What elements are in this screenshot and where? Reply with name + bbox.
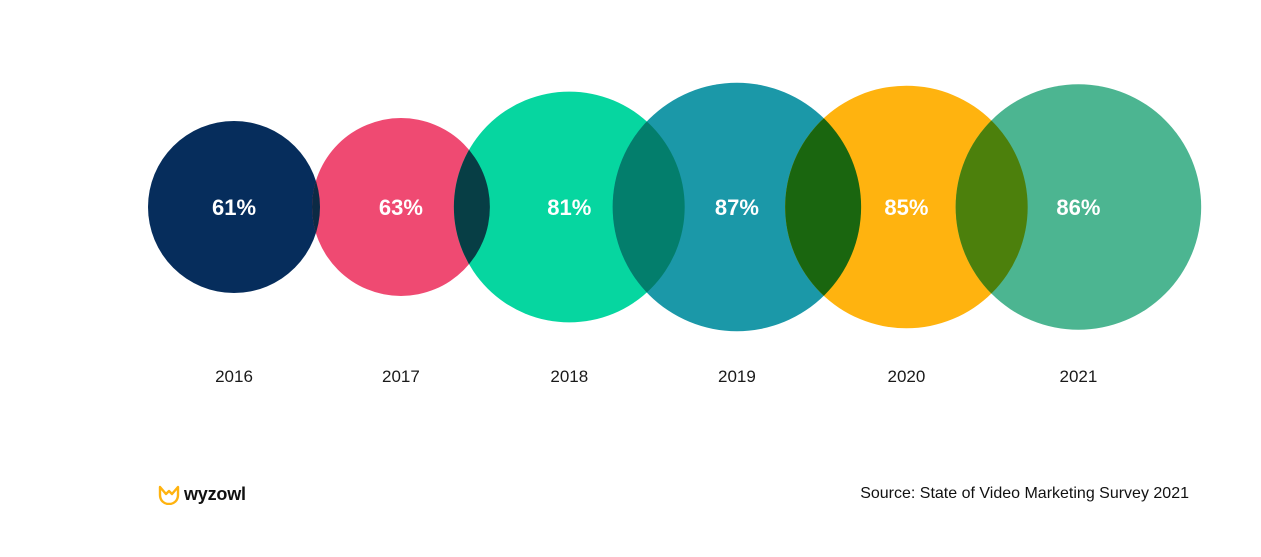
value-label-2017: 63%: [379, 195, 423, 220]
bubble-2019: [612, 82, 862, 332]
bubble-2016: [148, 121, 320, 293]
bubble-2017: [312, 118, 490, 296]
year-label-2017: 2017: [382, 367, 420, 386]
value-label-2019: 87%: [715, 195, 759, 220]
year-label-2018: 2018: [550, 367, 588, 386]
value-label-2018: 81%: [547, 195, 591, 220]
year-label-2020: 2020: [887, 367, 925, 386]
value-label-group: 61% 63% 81% 87% 85% 86%: [212, 195, 1100, 220]
value-label-2016: 61%: [212, 195, 256, 220]
bubble-2021: [955, 84, 1202, 330]
value-label-2020: 85%: [884, 195, 928, 220]
year-label-2021: 2021: [1060, 367, 1098, 386]
year-label-2019: 2019: [718, 367, 756, 386]
year-label-group: 2016 2017 2018 2019 2020 2021: [215, 367, 1097, 386]
year-label-2016: 2016: [215, 367, 253, 386]
value-label-2021: 86%: [1056, 195, 1100, 220]
bubble-2020: [785, 85, 1028, 329]
